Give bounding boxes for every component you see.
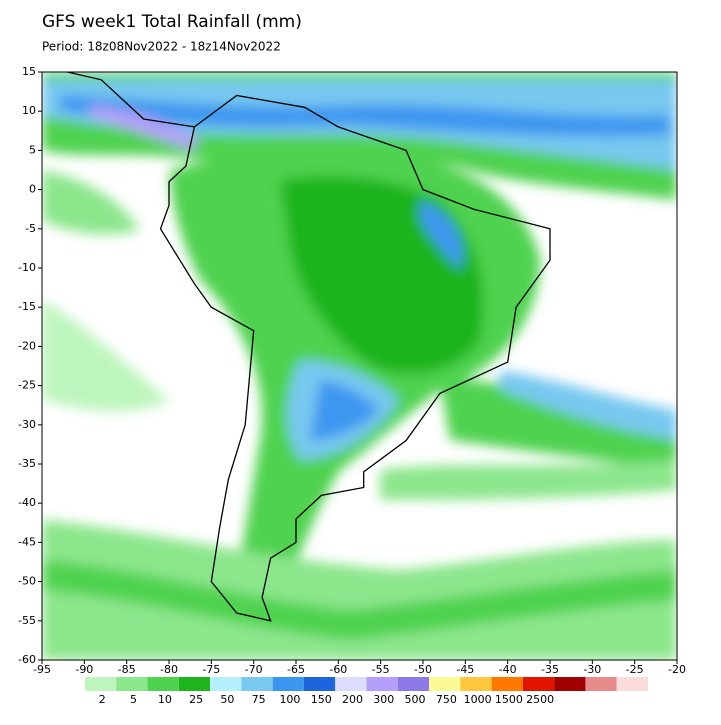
y-tick-label: -40 xyxy=(18,496,36,509)
x-tick-label: -65 xyxy=(287,663,305,676)
y-tick-label: -35 xyxy=(18,457,36,470)
y-tick-label: -50 xyxy=(18,575,36,588)
y-tick-label: -60 xyxy=(18,653,36,666)
y-tick-label: 5 xyxy=(29,143,36,156)
y-tick-label: -5 xyxy=(25,222,36,235)
colorbar-swatch xyxy=(116,677,148,691)
colorbar-label: 1000 xyxy=(464,693,492,706)
colorbar-swatch xyxy=(429,677,461,691)
colorbar-label: 200 xyxy=(342,693,363,706)
x-tick-label: -55 xyxy=(372,663,390,676)
x-tick-label: -60 xyxy=(329,663,347,676)
x-tick-label: -20 xyxy=(668,663,686,676)
colorbar-swatch xyxy=(147,677,179,691)
colorbar-label: 5 xyxy=(130,693,137,706)
colorbar-label: 50 xyxy=(220,693,234,706)
plot-frame xyxy=(41,71,678,661)
colorbar-label: 2 xyxy=(99,693,106,706)
x-tick-label: -90 xyxy=(75,663,93,676)
x-tick-label: -45 xyxy=(456,663,474,676)
title: GFS week1 Total Rainfall (mm) xyxy=(42,12,302,32)
colorbar-label: 75 xyxy=(252,693,266,706)
y-tick-label: -15 xyxy=(18,300,36,313)
y-tick-label: -10 xyxy=(18,261,36,274)
colorbar-label: 2500 xyxy=(526,693,554,706)
colorbar-swatch xyxy=(616,677,648,691)
colorbar-swatch xyxy=(366,677,398,691)
x-tick-label: -35 xyxy=(541,663,559,676)
y-tick-label: 15 xyxy=(22,65,36,78)
x-tick-label: -80 xyxy=(160,663,178,676)
colorbar-swatch xyxy=(522,677,555,691)
colorbar-label: 25 xyxy=(189,693,203,706)
colorbar-swatch xyxy=(585,677,617,691)
y-tick-label: -30 xyxy=(18,418,36,431)
colorbar-swatch xyxy=(460,677,492,691)
x-tick-label: -25 xyxy=(626,663,644,676)
colorbar-label: 300 xyxy=(373,693,394,706)
x-tick-label: -85 xyxy=(118,663,136,676)
y-tick-label: 10 xyxy=(22,104,36,117)
colorbar-label: 1500 xyxy=(495,693,523,706)
colorbar-label: 10 xyxy=(158,693,172,706)
colorbar-swatch xyxy=(491,677,523,691)
colorbar-swatch xyxy=(241,677,273,691)
coastline xyxy=(67,71,551,622)
y-tick-label: 0 xyxy=(29,183,36,196)
colorbar-swatch xyxy=(85,677,117,691)
y-tick-label: -45 xyxy=(18,535,36,548)
subtitle: Period: 18z08Nov2022 - 18z14Nov2022 xyxy=(42,40,281,54)
y-tick-label: -55 xyxy=(18,614,36,627)
x-tick-label: -95 xyxy=(33,663,51,676)
colorbar-swatch xyxy=(210,677,242,691)
colorbar-swatch xyxy=(272,677,304,691)
colorbar-swatch xyxy=(303,677,336,691)
rainfall-field xyxy=(42,72,677,660)
x-tick-label: -70 xyxy=(245,663,263,676)
colorbar-swatch xyxy=(335,677,367,691)
colorbar-label: 100 xyxy=(279,693,300,706)
x-tick-label: -40 xyxy=(499,663,517,676)
x-tick-label: -75 xyxy=(202,663,220,676)
y-tick-label: -20 xyxy=(18,339,36,352)
y-tick-label: -25 xyxy=(18,379,36,392)
x-tick-label: -30 xyxy=(583,663,601,676)
colorbar-swatch xyxy=(397,677,430,691)
colorbar-swatch xyxy=(554,677,586,691)
colorbar: 2 5 10 25 50 75 100 150 200 300 500 750 1000 1500 2500 xyxy=(85,677,648,706)
colorbar-label: 750 xyxy=(436,693,457,706)
axes: -95 -90 -85 -80 -75 -70 -65 -60 -55 -50 -45 -40 -35-… xyxy=(18,65,686,676)
colorbar-label: 150 xyxy=(311,693,332,706)
x-tick-label: -50 xyxy=(414,663,432,676)
colorbar-swatch xyxy=(178,677,211,691)
colorbar-label: 500 xyxy=(405,693,426,706)
